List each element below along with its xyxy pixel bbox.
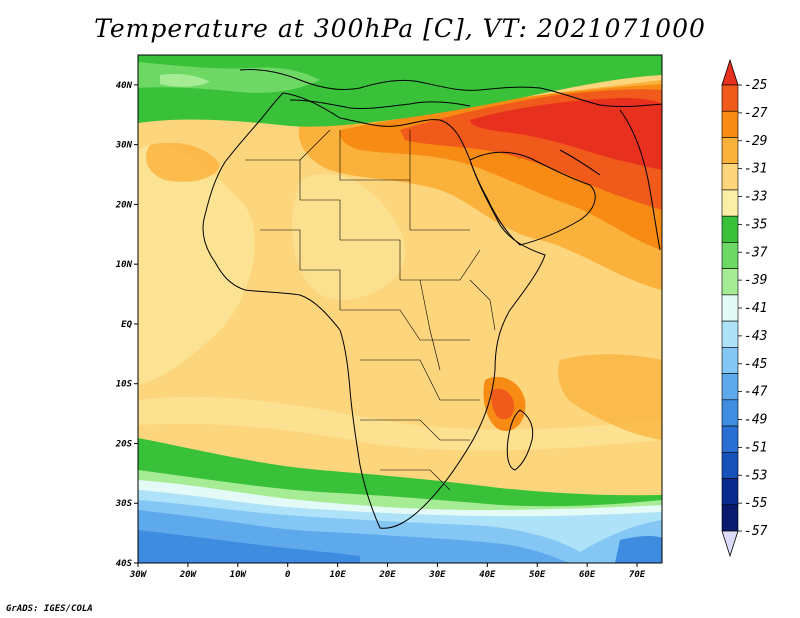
mediterranean-north <box>289 99 471 109</box>
colorbar-label: -47 <box>744 385 768 400</box>
lat-tick-label: EQ <box>121 320 132 330</box>
persian-gulf <box>559 149 601 176</box>
colorbar-swatch <box>721 163 739 191</box>
colorbar-swatch <box>721 137 739 165</box>
colorbar-swatch <box>721 425 739 453</box>
colorbar-swatch <box>721 504 739 532</box>
lon-tick-label: 10W <box>230 570 248 580</box>
europe-coastline <box>239 69 662 108</box>
lon-tick-label: 10E <box>329 570 346 580</box>
field-red <box>470 98 662 170</box>
colorbar-swatch <box>721 268 739 296</box>
colorbar-label: -49 <box>744 413 767 428</box>
colorbar-top-triangle <box>721 58 739 86</box>
latitude-axis: 40N 30N 20N 10N EQ 10S 20S 30S 40S <box>115 81 138 569</box>
africa-coastline <box>202 92 546 529</box>
lon-tick-label: 60E <box>579 570 596 580</box>
colorbar-label: -35 <box>744 217 768 232</box>
colorbar-label: -37 <box>744 245 768 260</box>
lon-tick-label: 30E <box>428 570 446 580</box>
colorbar-label: -29 <box>744 134 767 149</box>
colorbar: -25 -27 -29 -31 -33 -35 -37 -39 -41 -43 -45 -47 -49 -… <box>721 58 768 558</box>
colorbar-label: -53 <box>744 468 767 483</box>
lat-tick-label: 20S <box>115 439 133 449</box>
colorbar-label: -43 <box>744 329 767 344</box>
country-borders <box>245 129 496 491</box>
map-frame <box>137 54 663 564</box>
colorbar-label: -33 <box>744 190 767 205</box>
temperature-field <box>138 55 662 563</box>
colorbar-swatch <box>721 189 739 217</box>
arabia-coastline <box>469 151 596 246</box>
colorbar-label: -39 <box>744 273 767 288</box>
lon-tick-label: 30W <box>129 570 148 580</box>
field-orange-indian <box>558 354 662 440</box>
map-title: Temperature at 300hPa [C], VT: 202107100… <box>94 14 706 43</box>
colorbar-label: -45 <box>744 357 768 372</box>
field-orange-moz-core <box>491 388 515 420</box>
coastlines <box>202 69 662 529</box>
credit-footer: GrADS: IGES/COLA <box>6 604 93 614</box>
field-orange-west <box>145 142 220 182</box>
field-pale-west <box>138 144 255 385</box>
colorbar-bottom-triangle <box>721 530 739 558</box>
colorbar-label: -51 <box>744 440 767 455</box>
lat-tick-label: 40N <box>116 81 133 91</box>
colorbar-label: -31 <box>744 162 767 177</box>
colorbar-swatch <box>721 373 739 401</box>
lon-tick-label: 0 <box>285 570 291 580</box>
lat-tick-label: 30N <box>115 141 133 151</box>
lon-tick-label: 50E <box>529 570 546 580</box>
lon-tick-label: 20E <box>378 570 396 580</box>
colorbar-label: -55 <box>744 496 768 511</box>
lat-tick-label: 40S <box>116 559 133 569</box>
field-green-north-pale <box>160 73 210 87</box>
lon-tick-label: 20W <box>179 570 198 580</box>
lon-tick-label: 70E <box>629 570 646 580</box>
colorbar-swatch <box>721 215 739 243</box>
field-cold-1b <box>615 535 662 563</box>
colorbar-swatch <box>721 478 739 506</box>
colorbar-swatch <box>721 347 739 374</box>
colorbar-label: -57 <box>744 524 768 539</box>
india-coastline <box>619 109 661 251</box>
colorbar-swatch <box>721 399 739 427</box>
field-pale-center <box>292 173 406 300</box>
field-cold-1 <box>138 530 360 563</box>
lat-tick-label: 10S <box>116 380 133 390</box>
colorbar-swatch <box>721 242 739 269</box>
field-pale-south <box>138 396 662 451</box>
madagascar-coastline <box>506 409 534 471</box>
colorbar-label: -25 <box>744 78 768 93</box>
colorbar-swatch <box>721 84 739 112</box>
lat-tick-label: 10N <box>116 260 133 270</box>
lat-tick-label: 20N <box>115 200 133 210</box>
colorbar-label: -41 <box>744 301 767 316</box>
colorbar-label: -27 <box>744 106 768 121</box>
lon-tick-label: 40E <box>479 570 496 580</box>
longitude-axis: 30W 20W 10W 0 10E 20E 30E 40E 50E 60E 70E <box>129 563 646 580</box>
lat-tick-label: 30S <box>115 499 133 509</box>
colorbar-swatch <box>721 451 739 479</box>
colorbar-swatch <box>721 110 739 138</box>
colorbar-swatch <box>721 294 739 322</box>
colorbar-swatch <box>721 320 739 348</box>
